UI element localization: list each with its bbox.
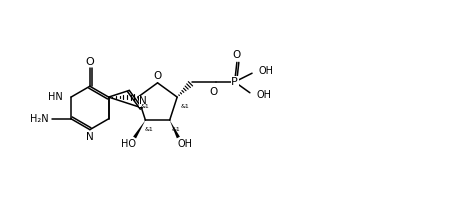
Text: OH: OH xyxy=(256,90,271,100)
Text: O: O xyxy=(209,87,217,97)
Text: OH: OH xyxy=(258,66,273,76)
Text: O: O xyxy=(232,51,240,61)
Text: O: O xyxy=(153,71,161,81)
Text: H₂N: H₂N xyxy=(30,114,49,124)
Text: HO: HO xyxy=(121,139,136,149)
Text: &1: &1 xyxy=(141,104,149,109)
Text: &1: &1 xyxy=(171,127,180,132)
Text: HN: HN xyxy=(48,92,63,102)
Text: N: N xyxy=(139,96,147,106)
Text: &1: &1 xyxy=(144,127,153,132)
Text: O: O xyxy=(85,57,94,67)
Polygon shape xyxy=(169,120,179,138)
Text: &1: &1 xyxy=(180,104,189,109)
Polygon shape xyxy=(133,120,145,139)
Text: N: N xyxy=(86,131,93,142)
Text: OH: OH xyxy=(177,139,192,149)
Text: P: P xyxy=(231,77,238,87)
